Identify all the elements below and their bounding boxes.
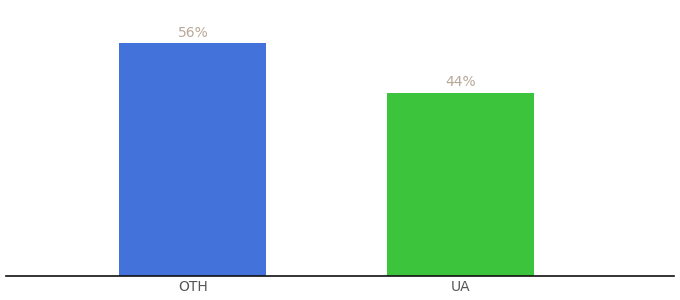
Bar <box>387 93 534 276</box>
Text: 56%: 56% <box>177 26 208 40</box>
Bar <box>119 43 267 276</box>
Text: 44%: 44% <box>445 76 476 89</box>
